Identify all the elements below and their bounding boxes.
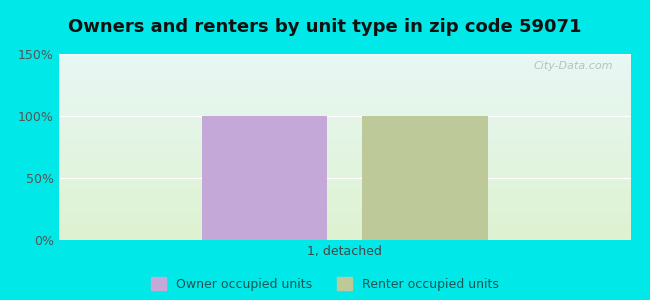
Bar — [361, 116, 488, 240]
Bar — [202, 116, 328, 240]
Legend: Owner occupied units, Renter occupied units: Owner occupied units, Renter occupied un… — [151, 277, 499, 291]
Text: Owners and renters by unit type in zip code 59071: Owners and renters by unit type in zip c… — [68, 18, 582, 36]
Text: City-Data.com: City-Data.com — [534, 61, 614, 71]
